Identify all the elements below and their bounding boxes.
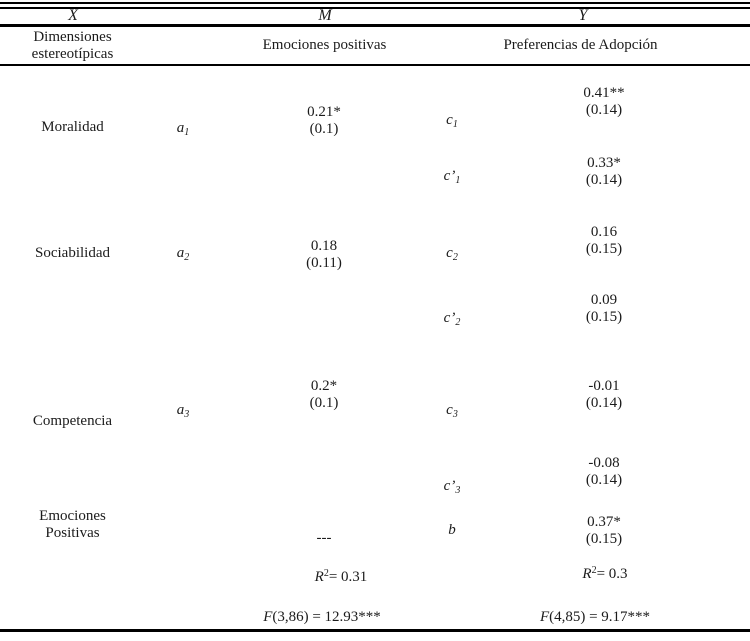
bottom-rule [0,629,750,632]
r-squared-y: R2= 0.3 [582,565,628,583]
row-label-emociones-positivas: Emociones Positivas [39,508,106,541]
path-label-a3: a3 [176,402,190,420]
coef-y-c-prime-1: 0.33* (0.14) [585,155,623,188]
coef-m-sociabilidad: 0.18 (0.11) [306,238,342,271]
path-label-c1: c1 [446,112,458,130]
coef-y-b: 0.37* (0.15) [585,514,623,547]
column-header-y: Y [578,7,588,24]
path-label-b: b [448,522,456,538]
coef-y-c2: 0.16 (0.15) [585,224,623,257]
path-label-c-prime-1: c’1 [443,168,461,186]
path-label-c3: c3 [446,402,458,420]
column-header-m: M [318,7,332,24]
f-statistic-y: F(4,85) = 9.17*** [539,609,651,625]
coef-y-c3: -0.01 (0.14) [585,378,623,411]
row-label-sociabilidad: Sociabilidad [35,245,110,261]
coef-m-moralidad: 0.21* (0.1) [307,104,341,137]
column-header-x: X [68,7,78,24]
r-squared-m: R2= 0.31 [314,568,368,586]
coef-y-c1: 0.41** (0.14) [583,85,625,118]
subheader-rule [0,64,750,66]
coef-y-c-prime-2: 0.09 (0.15) [585,292,623,325]
coef-m-dashes: --- [316,530,332,546]
coef-m-competencia: 0.2* (0.1) [309,378,339,411]
path-label-c2: c2 [446,245,458,263]
path-label-a1: a1 [176,120,190,138]
row-label-moralidad: Moralidad [41,119,104,135]
path-label-c-prime-2: c’2 [443,310,461,328]
subheader-emociones-positivas: Emociones positivas [262,37,387,53]
header-rule [0,24,750,27]
f-statistic-m: F(3,86) = 12.93*** [263,609,381,625]
path-label-c-prime-3: c’3 [443,478,461,496]
coef-y-c-prime-3: -0.08 (0.14) [585,455,623,488]
subheader-preferencias-adopcion: Preferencias de Adopción [503,37,658,53]
subheader-dimensiones: Dimensiones estereotípicas [31,29,114,62]
row-label-competencia: Competencia [32,413,113,429]
path-label-a2: a2 [176,245,190,263]
top-double-rule [0,2,750,9]
